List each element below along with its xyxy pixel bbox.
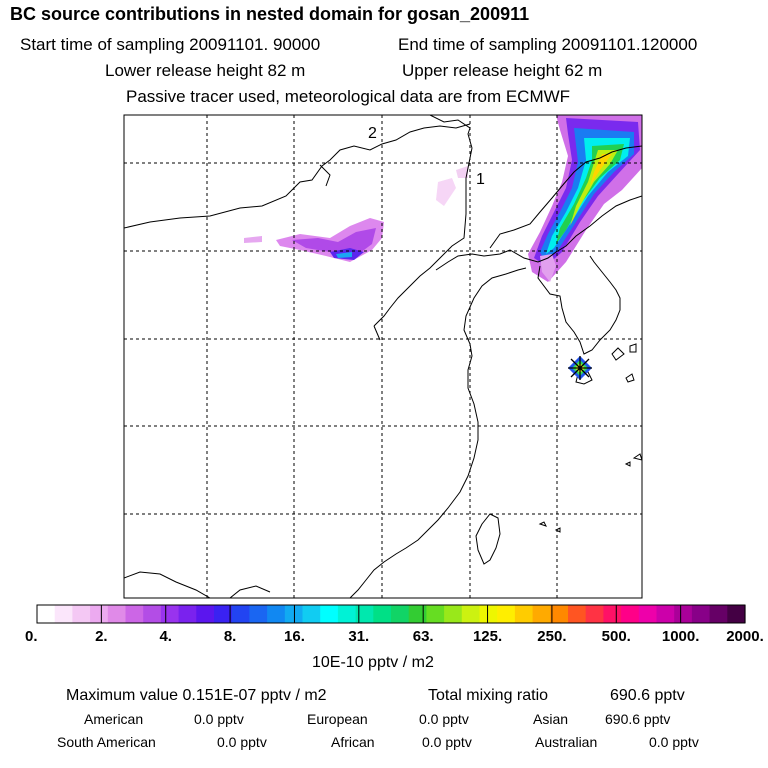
colorbar-cell <box>302 605 321 623</box>
region-name-asian: Asian <box>533 711 569 727</box>
colorbar-tick-label: 2. <box>95 628 108 645</box>
region-value-australian: 0.0 pptv <box>649 734 699 750</box>
colorbar-cell <box>160 605 180 623</box>
colorbar-tick-label: 31. <box>348 628 370 645</box>
colorbar-cell <box>585 605 604 623</box>
region-name-african: African <box>331 734 375 750</box>
colorbar-cell <box>231 605 250 623</box>
region-name-australian: Australian <box>535 734 598 750</box>
lower-release-height: Lower release height 82 m <box>105 61 306 80</box>
region-name-european: European <box>307 711 368 727</box>
colorbar-tick-label: 2000. <box>726 628 764 645</box>
colorbar-cell <box>143 605 162 623</box>
colorbar-cell <box>355 605 374 623</box>
colorbar-tick-label: 1000. <box>661 628 700 645</box>
plume-northeast <box>528 115 642 282</box>
colorbar-outline <box>36 604 746 624</box>
colorbar-cell <box>125 605 144 623</box>
colorbar-cell <box>214 605 233 623</box>
colorbar-unit: 10E-10 pptv / m2 <box>312 654 434 671</box>
map-title: BC source contributions in nested domain… <box>10 4 530 24</box>
colorbar-cell <box>532 605 551 623</box>
region-value-african: 0.0 pptv <box>422 734 472 750</box>
colorbar-tick-label: 0. <box>25 628 38 645</box>
colorbar-cell <box>320 605 339 623</box>
colorbar-cell <box>54 605 73 623</box>
tracer-info: Passive tracer used, meteorological data… <box>126 87 571 106</box>
colorbar-tick-label: 250. <box>537 628 567 645</box>
colorbar-cell <box>461 605 481 623</box>
colorbar-cell <box>568 605 587 623</box>
colorbar-cell <box>267 605 286 623</box>
colorbar-cell <box>90 605 109 623</box>
colorbar-cell <box>373 605 392 623</box>
colorbar-cell <box>391 605 410 623</box>
plume-faint <box>436 166 468 206</box>
total-mixing-value: 690.6 pptv <box>610 687 685 704</box>
colorbar-cell <box>196 605 215 623</box>
colorbar-tick-label: 500. <box>601 628 631 645</box>
total-mixing-label: Total mixing ratio <box>428 687 549 704</box>
colorbar-tick-label: 4. <box>159 628 172 645</box>
map-label-1: 1 <box>476 171 485 188</box>
map-frame-background <box>124 115 642 598</box>
end-time-label: End time of sampling 20091101.120000 <box>398 35 698 54</box>
region-value-south-american: 0.0 pptv <box>217 734 267 750</box>
colorbar-cell <box>674 605 693 623</box>
coastlines <box>124 115 642 598</box>
map-frame <box>123 114 643 599</box>
region-value-american: 0.0 pptv <box>194 711 244 727</box>
colorbar-cell <box>621 605 640 623</box>
region-name-american: American <box>84 711 144 727</box>
colorbar-cell <box>107 605 127 623</box>
lat-lon-grid <box>124 115 642 598</box>
colorbar-tick-label: 8. <box>223 628 237 645</box>
colorbar-tick-label: 125. <box>472 628 503 645</box>
colorbar-cell <box>656 605 675 623</box>
colorbar-cell <box>249 605 268 623</box>
plume-west <box>244 218 384 262</box>
colorbar-tick-label: 16. <box>284 628 305 645</box>
start-time-label: Start time of sampling 20091101. 90000 <box>20 35 321 54</box>
colorbar-cell <box>444 605 463 623</box>
map-label-2: 2 <box>368 125 377 142</box>
colorbar-cell <box>603 605 622 623</box>
colorbar-cell <box>497 605 516 623</box>
colorbar-cell <box>727 605 746 623</box>
colorbar-cell <box>426 605 445 623</box>
colorbar-cell <box>638 605 658 623</box>
colorbar-cell <box>37 605 56 623</box>
colorbar-cell <box>178 605 197 623</box>
colorbar-cell <box>72 605 91 623</box>
colorbar-cell <box>514 605 534 623</box>
colorbar-tick-label: 63. <box>412 628 434 645</box>
colorbar-cell <box>550 605 569 623</box>
region-name-south-american: South American <box>57 734 156 750</box>
colorbar-cell <box>709 605 728 623</box>
maximum-value: Maximum value 0.151E-07 pptv / m2 <box>66 687 327 704</box>
colorbar-cell <box>691 605 711 623</box>
colorbar-cell <box>284 605 304 623</box>
receptor-star-icon <box>568 356 592 380</box>
colorbar-cell <box>408 605 427 623</box>
colorbar-cell <box>479 605 498 623</box>
colorbar-cell <box>337 605 357 623</box>
upper-release-height: Upper release height 62 m <box>402 61 603 80</box>
region-value-asian: 690.6 pptv <box>605 711 671 727</box>
region-value-european: 0.0 pptv <box>419 711 469 727</box>
